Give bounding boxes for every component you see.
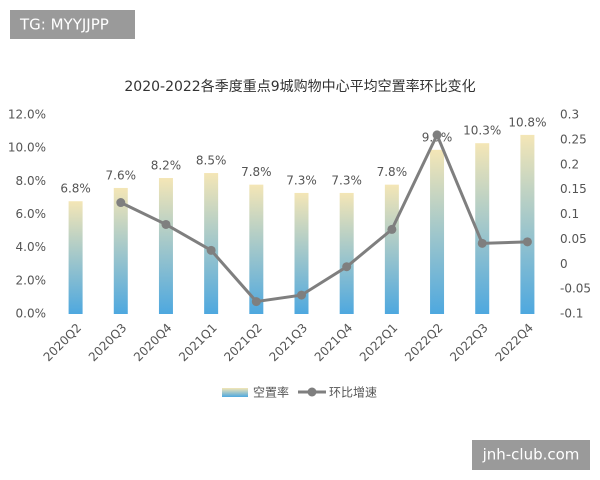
bar — [158, 178, 173, 314]
bar — [249, 184, 264, 314]
y2-tick-label: 0.2 — [560, 157, 579, 171]
x-tick-label: 2020Q3 — [86, 321, 130, 365]
x-tick-label: 2021Q4 — [312, 321, 356, 365]
watermark-box — [472, 440, 590, 470]
line-point — [522, 237, 532, 247]
x-tick-label: 2020Q4 — [131, 321, 175, 365]
y-tick-label: 10.0% — [8, 141, 46, 155]
y2-tick-label: 0 — [560, 257, 568, 271]
line-point — [387, 224, 397, 234]
x-tick-label: 2022Q3 — [447, 321, 491, 365]
y2-tick-label: -0.1 — [560, 307, 583, 321]
line-point — [206, 245, 216, 255]
x-tick-label: 2021Q3 — [267, 321, 311, 365]
x-tick-label: 2021Q1 — [176, 321, 220, 365]
legend-label: 环比增速 — [329, 386, 377, 400]
watermark: jnh-club.com — [482, 446, 580, 464]
data-label: 7.8% — [377, 165, 408, 179]
bar — [204, 173, 219, 314]
legend-label: 空置率 — [253, 385, 289, 400]
data-label: 6.8% — [60, 182, 91, 196]
data-label: 7.6% — [106, 168, 137, 182]
bar — [68, 201, 83, 314]
data-label: 8.5% — [196, 154, 227, 168]
y2-tick-label: 0.15 — [560, 182, 587, 196]
x-tick-label: 2020Q2 — [41, 321, 85, 365]
line-point — [297, 290, 306, 300]
legend-swatch — [307, 387, 317, 397]
y2-tick-label: -0.05 — [560, 282, 591, 296]
data-label: 7.3% — [331, 173, 362, 187]
x-tick-label: 2022Q1 — [357, 321, 401, 365]
y-tick-label: 6.0% — [16, 207, 47, 221]
bar — [113, 187, 128, 314]
x-tick-label: 2022Q4 — [492, 321, 536, 365]
line-point — [251, 297, 261, 307]
y-tick-label: 4.0% — [16, 240, 47, 254]
y2-tick-label: 0.25 — [560, 132, 587, 146]
bar — [430, 149, 445, 314]
y-tick-label: 12.0% — [8, 108, 46, 122]
line-point — [432, 130, 442, 140]
watermark: TG: MYYJJPP — [19, 16, 109, 34]
data-label: 7.8% — [241, 165, 272, 179]
data-label: 7.3% — [286, 173, 317, 187]
bar — [294, 192, 309, 314]
x-tick-label: 2022Q2 — [402, 321, 446, 365]
data-label: 10.3% — [463, 124, 501, 138]
y-tick-label: 0.0% — [16, 307, 47, 321]
line-point — [342, 262, 352, 272]
line-point — [116, 198, 126, 208]
y2-tick-label: 0.05 — [560, 232, 587, 246]
watermark-box — [10, 10, 135, 39]
y2-tick-label: 0.1 — [560, 207, 579, 221]
y-tick-label: 8.0% — [16, 174, 47, 188]
x-tick-label: 2021Q2 — [221, 321, 265, 365]
bar — [339, 192, 354, 314]
bar — [475, 143, 490, 314]
y2-tick-label: 0.3 — [560, 108, 579, 122]
y-tick-label: 2.0% — [16, 273, 47, 287]
data-label: 10.8% — [508, 115, 546, 129]
legend-swatch — [222, 388, 248, 397]
line — [120, 131, 528, 304]
bar — [384, 184, 399, 314]
data-label: 8.2% — [151, 159, 182, 173]
bar — [520, 134, 535, 314]
line-point — [477, 238, 487, 248]
chart-title: 2020-2022各季度重点9城购物中心平均空置率环比变化 — [124, 78, 475, 95]
line-point — [161, 219, 171, 229]
